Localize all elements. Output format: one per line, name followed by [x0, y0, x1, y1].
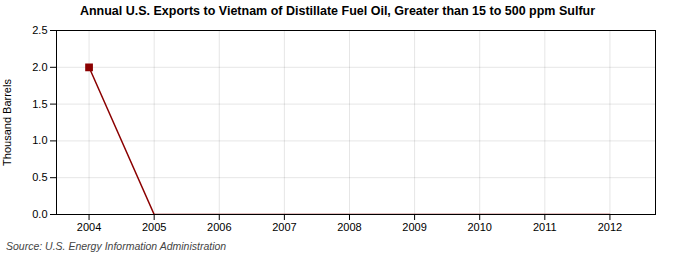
svg-text:1.0: 1.0 [32, 134, 47, 146]
svg-text:2.5: 2.5 [32, 24, 47, 36]
svg-text:2007: 2007 [272, 221, 296, 233]
svg-text:0.0: 0.0 [32, 208, 47, 220]
svg-text:2010: 2010 [467, 221, 491, 233]
html-text:Annual U.S. Exports to Vietnam: Annual U.S. Exports to Vietnam of Distil… [79, 4, 596, 18]
svg-text:2008: 2008 [337, 221, 361, 233]
svg-text:Thousand Barrels: Thousand Barrels [1, 79, 13, 166]
svg-text:2005: 2005 [142, 221, 166, 233]
svg-text:2.0: 2.0 [32, 61, 47, 73]
svg-text:2012: 2012 [598, 221, 622, 233]
svg-text:0.5: 0.5 [32, 171, 47, 183]
svg-text:2009: 2009 [402, 221, 426, 233]
svg-text:2006: 2006 [207, 221, 231, 233]
svg-text:2004: 2004 [77, 221, 101, 233]
html-text:Source: U.S. Energy Informatio: Source: U.S. Energy Information Administ… [6, 240, 227, 252]
svg-text:2011: 2011 [533, 221, 557, 233]
svg-text:1.5: 1.5 [32, 98, 47, 110]
